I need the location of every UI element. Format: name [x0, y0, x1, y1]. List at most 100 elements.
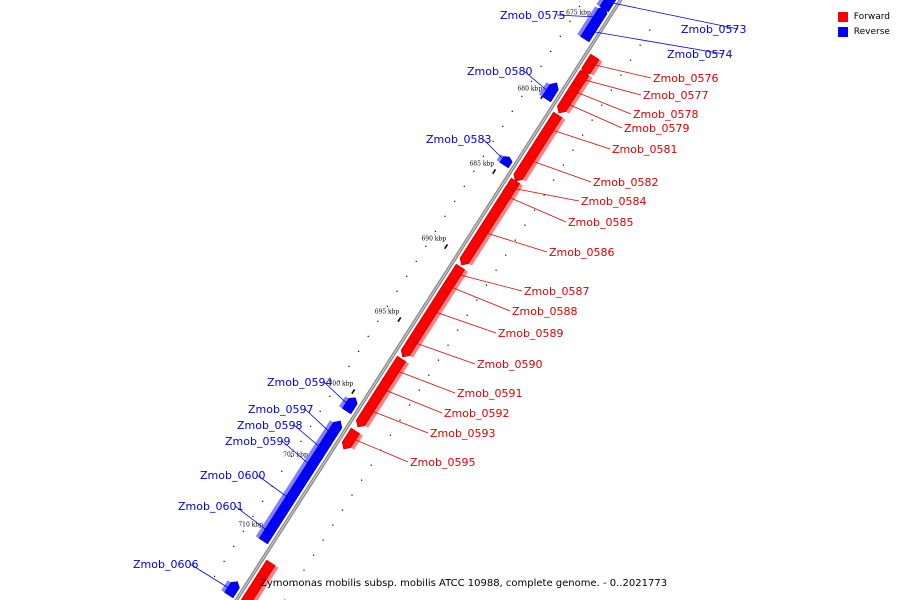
legend-reverse: Reverse: [837, 24, 890, 39]
gene-face: [505, 191, 518, 208]
minor-dot: [312, 554, 315, 556]
gene-face: [449, 283, 460, 296]
tick-mark: [492, 169, 497, 175]
legend-reverse-label: Reverse: [853, 26, 890, 37]
gene-Zmob_0590[interactable]: [400, 327, 428, 358]
gene-label[interactable]: Zmob_0595: [410, 456, 475, 469]
gene-label[interactable]: Zmob_0588: [512, 305, 577, 318]
gene-label[interactable]: Zmob_0582: [593, 176, 658, 189]
minor-dot: [425, 245, 427, 247]
gene-Zmob_0601[interactable]: [255, 518, 280, 545]
gene-Zmob_0595[interactable]: [341, 427, 363, 450]
leader-line: [556, 14, 599, 18]
minor-dot: [418, 389, 420, 391]
gene-label[interactable]: Zmob_0587: [524, 285, 589, 298]
gene-label[interactable]: Zmob_0600: [200, 469, 265, 482]
gene-label[interactable]: Zmob_0585: [568, 216, 633, 229]
minor-dot: [572, 149, 574, 151]
gene-face: [296, 450, 315, 475]
tick-mark: [444, 244, 449, 250]
gene-face: [496, 154, 504, 163]
minor-dot: [530, 80, 533, 82]
minor-dot: [303, 569, 305, 571]
leader-line: [589, 30, 725, 55]
leader-line: [323, 381, 351, 407]
gene-face: [318, 420, 334, 441]
minor-dot: [406, 275, 408, 277]
gene-label[interactable]: Zmob_0580: [467, 65, 532, 78]
leader-line: [548, 128, 611, 150]
gene-label[interactable]: Zmob_0577: [643, 89, 708, 102]
gene-label[interactable]: Zmob_0590: [477, 358, 542, 371]
gene-label[interactable]: Zmob_0599: [225, 435, 290, 448]
leader-line: [455, 273, 523, 292]
tick-label: 705 kbp: [283, 451, 308, 458]
minor-dot: [351, 494, 353, 496]
leader-line: [281, 440, 312, 467]
gene-label[interactable]: Zmob_0576: [653, 72, 718, 85]
gene-label[interactable]: Zmob_0578: [633, 108, 698, 121]
gene-label[interactable]: Zmob_0594: [267, 376, 332, 389]
strand-legend: Forward Reverse: [837, 9, 890, 39]
gene-label[interactable]: Zmob_0589: [498, 327, 563, 340]
gene-label[interactable]: Zmob_0606: [133, 558, 198, 571]
gene-label[interactable]: Zmob_0597: [248, 403, 313, 416]
gene-body: [459, 199, 507, 266]
gene-Zmob_0580[interactable]: [538, 82, 559, 103]
gene-label[interactable]: Zmob_0598: [237, 419, 302, 432]
minor-dot: [309, 425, 312, 427]
gene-label[interactable]: Zmob_0583: [426, 133, 491, 146]
gene-label[interactable]: Zmob_0573: [681, 23, 746, 36]
minor-dot: [281, 470, 283, 472]
minor-dot: [367, 335, 369, 337]
gene-Zmob_0593[interactable]: [355, 393, 385, 428]
minor-dot: [377, 320, 379, 322]
gene-label[interactable]: Zmob_0593: [430, 427, 495, 440]
minor-dot: [581, 134, 584, 136]
gene-body: [541, 82, 559, 103]
gene-Zmob_0582[interactable]: [513, 139, 548, 182]
tick-label: 690 kbp: [421, 235, 446, 242]
gene-label[interactable]: Zmob_0586: [549, 246, 614, 259]
minor-dot: [415, 260, 417, 262]
gene-partial-b[interactable]: [240, 573, 270, 600]
gene-label[interactable]: Zmob_0592: [444, 407, 509, 420]
minor-dot: [559, 35, 561, 37]
minor-dot: [476, 299, 478, 301]
minor-dot: [521, 95, 523, 97]
gene-label[interactable]: Zmob_0591: [457, 387, 522, 400]
gene-label[interactable]: Zmob_0575: [500, 9, 565, 22]
gene-face: [590, 59, 603, 76]
gene-label[interactable]: Zmob_0584: [581, 195, 646, 208]
leader-line: [572, 90, 632, 115]
gene-label[interactable]: Zmob_0581: [612, 143, 677, 156]
gene-face: [267, 470, 302, 521]
gene-Zmob_0579[interactable]: [557, 93, 577, 114]
minor-dot: [329, 395, 331, 397]
minor-dot: [348, 365, 350, 367]
gene-face: [455, 269, 468, 286]
leader-line: [382, 388, 443, 414]
tick-label: 675 kbp: [566, 9, 591, 16]
minor-dot: [620, 74, 622, 76]
gene-body: [513, 139, 545, 182]
gene-Zmob_0583[interactable]: [496, 154, 513, 169]
gene-label[interactable]: Zmob_0574: [667, 48, 732, 61]
gene-face: [309, 436, 324, 455]
gene-body: [240, 573, 267, 600]
leader-line: [528, 159, 592, 183]
gene-label[interactable]: Zmob_0579: [624, 122, 689, 135]
minor-dot: [505, 254, 507, 256]
gene-face: [596, 0, 604, 7]
gene-label[interactable]: Zmob_0601: [178, 500, 243, 513]
gene-Zmob_0586[interactable]: [459, 199, 509, 266]
minor-dot: [409, 404, 411, 406]
gene-face: [544, 117, 566, 148]
gene-Zmob_0581[interactable]: [535, 111, 566, 148]
minor-dot: [454, 200, 456, 202]
leader-line: [590, 63, 652, 79]
minor-dot: [610, 89, 612, 91]
genome-caption: Zymomonas mobilis subsp. mobilis ATCC 10…: [260, 578, 668, 589]
gene-face: [565, 99, 577, 114]
